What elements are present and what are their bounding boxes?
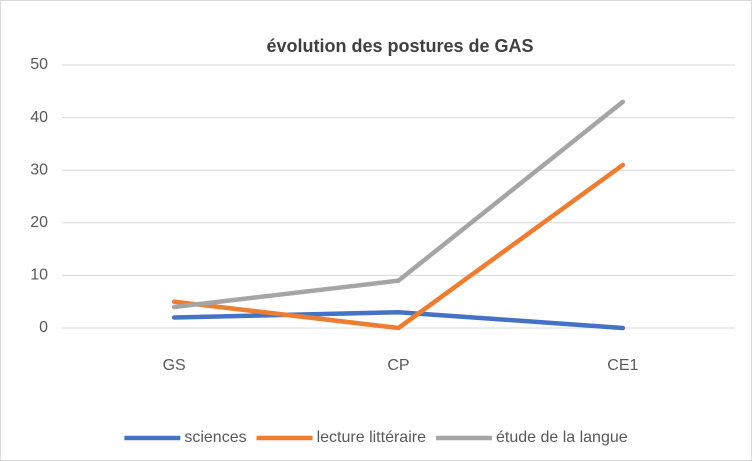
- y-tick-label: 0: [39, 319, 48, 336]
- legend-label: étude de la langue: [496, 429, 628, 446]
- y-tick-label: 40: [30, 109, 48, 126]
- x-tick-label: GS: [163, 357, 186, 374]
- y-tick-label: 50: [30, 56, 48, 73]
- series-line: [171, 309, 626, 331]
- series-line: [171, 99, 626, 310]
- x-tick-label: CP: [387, 357, 409, 374]
- y-tick-label: 20: [30, 214, 48, 231]
- y-tick-label: 10: [30, 267, 48, 284]
- legend-label: sciences: [184, 429, 246, 446]
- legend-label: lecture littéraire: [317, 429, 426, 446]
- x-tick-label: CE1: [607, 357, 638, 374]
- chart-title: évolution des postures de GAS: [266, 36, 533, 56]
- y-tick-label: 30: [30, 161, 48, 178]
- series-line: [171, 162, 626, 331]
